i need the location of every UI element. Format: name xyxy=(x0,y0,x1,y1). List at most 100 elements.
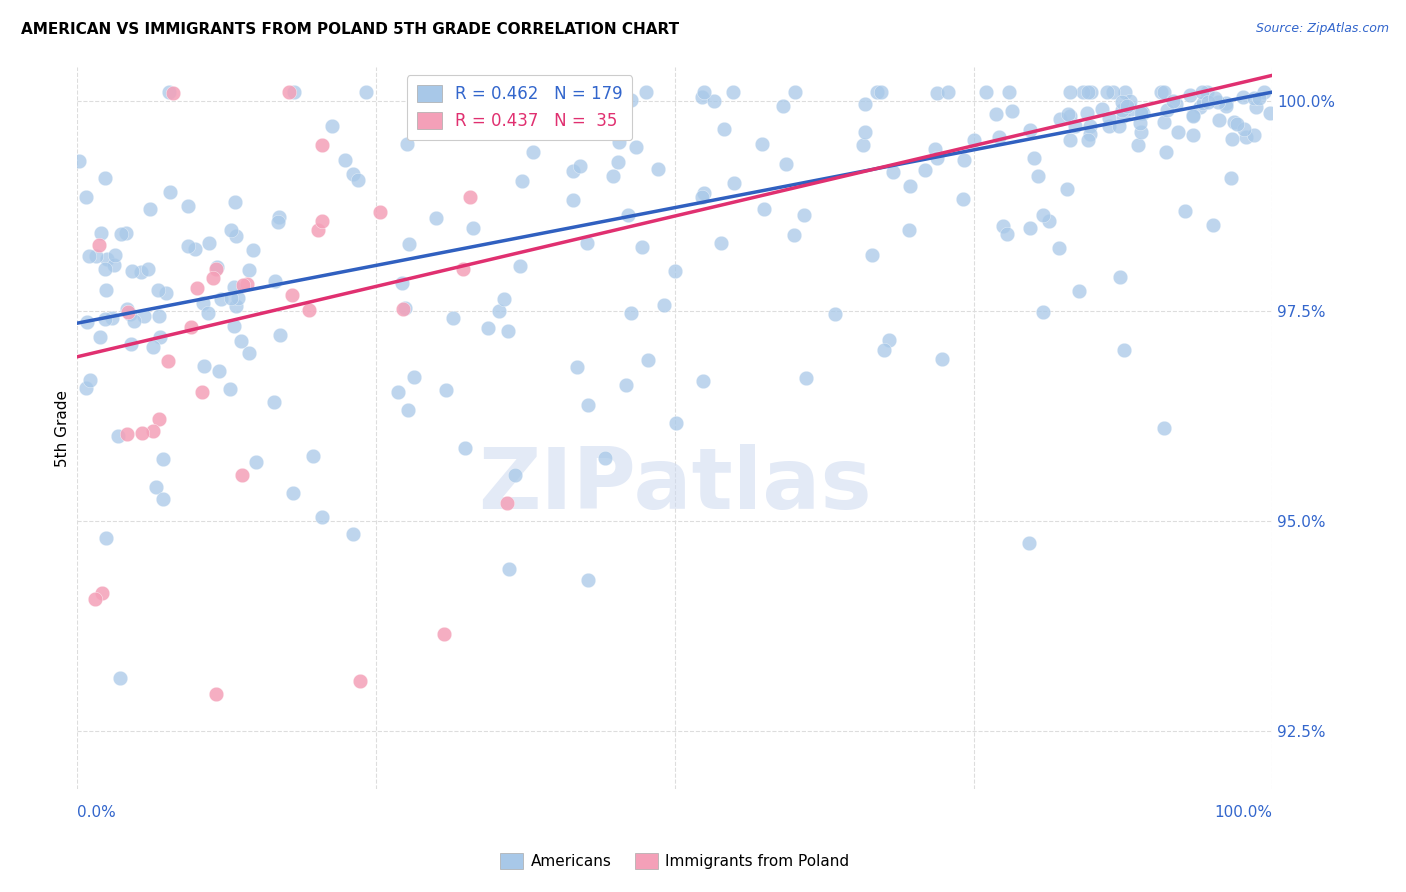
Point xyxy=(488,303,510,318)
Point xyxy=(84,248,107,262)
Point xyxy=(1077,133,1099,147)
Point xyxy=(1197,95,1219,109)
Point xyxy=(860,247,883,261)
Point xyxy=(1180,87,1202,102)
Point xyxy=(451,262,474,277)
Point xyxy=(1063,120,1085,134)
Point xyxy=(349,674,371,689)
Point xyxy=(1232,89,1254,103)
Y-axis label: 5th Grade: 5th Grade xyxy=(55,390,70,467)
Point xyxy=(148,309,170,323)
Point xyxy=(565,359,588,374)
Point xyxy=(1244,100,1267,114)
Point xyxy=(1059,133,1081,147)
Point xyxy=(368,205,391,219)
Point xyxy=(354,85,377,99)
Point xyxy=(522,145,544,160)
Point xyxy=(1153,85,1175,99)
Point xyxy=(692,374,714,388)
Point xyxy=(157,85,180,99)
Point xyxy=(877,333,900,347)
Point xyxy=(311,509,333,524)
Text: ZIPatlas: ZIPatlas xyxy=(478,444,872,527)
Point xyxy=(307,223,329,237)
Point xyxy=(1115,99,1137,113)
Point xyxy=(1112,343,1135,357)
Point xyxy=(617,208,640,222)
Point xyxy=(512,174,534,188)
Point xyxy=(560,85,582,99)
Point xyxy=(107,429,129,443)
Text: 100.0%: 100.0% xyxy=(1215,805,1272,820)
Point xyxy=(824,307,846,321)
Point xyxy=(1192,95,1215,110)
Point xyxy=(152,451,174,466)
Point xyxy=(1226,117,1249,131)
Point xyxy=(576,398,599,412)
Point xyxy=(311,213,333,227)
Point xyxy=(91,585,114,599)
Point xyxy=(1059,109,1081,123)
Legend: R = 0.462   N = 179, R = 0.437   N =  35: R = 0.462 N = 179, R = 0.437 N = 35 xyxy=(406,75,633,140)
Point xyxy=(637,353,659,368)
Point xyxy=(231,467,253,482)
Point xyxy=(232,278,254,293)
Point xyxy=(229,334,252,349)
Point xyxy=(751,136,773,151)
Point xyxy=(852,138,875,153)
Point xyxy=(652,298,675,312)
Point xyxy=(626,140,648,154)
Point xyxy=(1156,103,1178,118)
Point xyxy=(396,403,419,417)
Point xyxy=(1001,104,1024,119)
Point xyxy=(219,291,242,305)
Point xyxy=(1067,284,1090,298)
Point xyxy=(238,262,260,277)
Point xyxy=(96,252,118,267)
Point xyxy=(775,157,797,171)
Point xyxy=(575,236,598,251)
Point xyxy=(1098,111,1121,125)
Point xyxy=(1208,113,1230,128)
Point xyxy=(311,137,333,152)
Point xyxy=(578,573,600,587)
Point xyxy=(176,199,198,213)
Point xyxy=(191,296,214,310)
Point xyxy=(152,491,174,506)
Point xyxy=(75,381,97,395)
Point xyxy=(118,307,141,321)
Point xyxy=(503,467,526,482)
Point xyxy=(634,85,657,99)
Point xyxy=(693,85,716,99)
Point xyxy=(1247,91,1270,105)
Point xyxy=(238,346,260,360)
Point xyxy=(129,265,152,279)
Point xyxy=(1038,214,1060,228)
Point xyxy=(159,186,181,200)
Point xyxy=(571,125,593,139)
Point xyxy=(1233,122,1256,136)
Point xyxy=(115,427,138,442)
Point xyxy=(96,283,118,297)
Point xyxy=(148,412,170,426)
Point xyxy=(1119,94,1142,108)
Point xyxy=(205,687,228,701)
Point xyxy=(269,210,291,224)
Point xyxy=(1059,85,1081,99)
Point xyxy=(1206,95,1229,110)
Point xyxy=(1164,97,1187,112)
Point xyxy=(281,287,304,301)
Point xyxy=(690,89,713,103)
Point xyxy=(953,153,976,168)
Point xyxy=(1149,85,1171,99)
Point xyxy=(1243,128,1265,142)
Point xyxy=(235,277,257,291)
Point xyxy=(703,94,725,108)
Point xyxy=(193,359,215,373)
Point xyxy=(225,299,247,313)
Text: 0.0%: 0.0% xyxy=(77,805,117,820)
Point xyxy=(1056,106,1078,120)
Point xyxy=(1095,85,1118,99)
Point xyxy=(498,562,520,576)
Point xyxy=(1080,85,1102,99)
